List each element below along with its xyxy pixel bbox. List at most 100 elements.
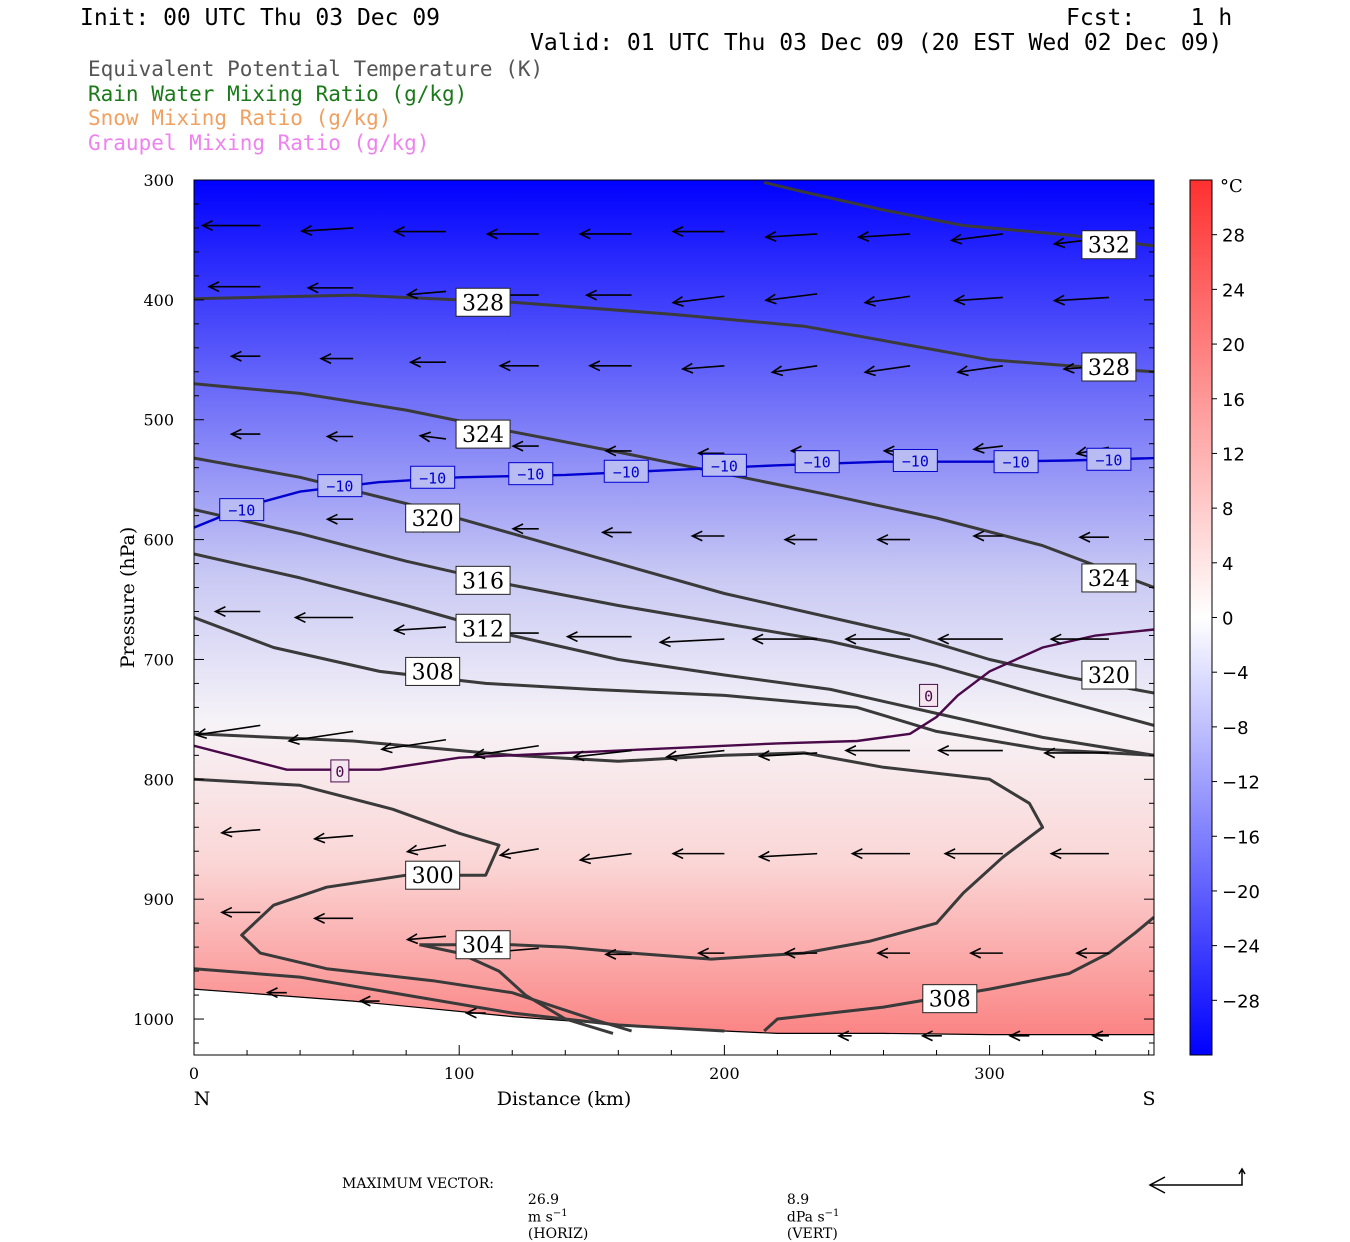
wind-vector-head bbox=[472, 748, 486, 760]
wind-vector bbox=[325, 431, 354, 443]
wind-vector-head bbox=[392, 624, 406, 636]
wind-vector bbox=[194, 724, 261, 740]
theta-e-label-box bbox=[1081, 352, 1137, 382]
wind-vector-head bbox=[312, 912, 325, 924]
wind-vector-head bbox=[956, 365, 969, 377]
isotherm-label-box bbox=[410, 465, 456, 489]
wind-vector-head bbox=[690, 530, 703, 542]
wind-vector-shaft bbox=[381, 738, 447, 751]
wind-vector bbox=[312, 912, 354, 924]
wind-vector-head bbox=[764, 231, 777, 243]
colorbar-tick-label: 12 bbox=[1222, 444, 1245, 465]
theta-e-label-box bbox=[922, 984, 978, 1014]
wind-vector-head bbox=[844, 745, 857, 757]
wind-vector-head bbox=[319, 353, 332, 365]
wind-vector-head bbox=[969, 947, 982, 959]
wind-vector bbox=[757, 850, 818, 862]
temperature-gradient bbox=[194, 180, 1154, 1055]
wind-vector bbox=[949, 233, 1003, 245]
theta-e-label: 320 bbox=[412, 507, 454, 532]
y-tick-label: 700 bbox=[143, 650, 174, 669]
wind-vector bbox=[863, 295, 911, 307]
wind-vector-head bbox=[937, 745, 950, 757]
x-tick-label: 100 bbox=[444, 1064, 475, 1083]
x-end-label-right: S bbox=[1142, 1088, 1155, 1110]
isotherm-label-box bbox=[919, 683, 939, 707]
wind-vector bbox=[783, 534, 818, 546]
wind-vector bbox=[920, 1030, 942, 1042]
wind-vector-head bbox=[876, 534, 889, 546]
wind-vector-head bbox=[604, 445, 617, 457]
theta-e-label-box bbox=[455, 287, 511, 317]
wind-vector bbox=[856, 231, 911, 243]
wind-vector-head bbox=[972, 442, 985, 454]
isotherm-label-box bbox=[508, 462, 554, 486]
wind-vector bbox=[572, 749, 632, 762]
wind-vector-head bbox=[1052, 294, 1065, 306]
colorbar-tick-label: 4 bbox=[1222, 554, 1233, 575]
theta-e-label: 328 bbox=[1088, 356, 1130, 381]
wind-vector-head bbox=[972, 530, 985, 542]
wind-vector-head bbox=[1062, 362, 1075, 374]
wind-vector bbox=[972, 530, 1003, 542]
wind-vector bbox=[300, 225, 354, 237]
wind-vector-head bbox=[943, 848, 956, 860]
wind-vector bbox=[578, 228, 632, 240]
legend-snow: Snow Mixing Ratio (g/kg) bbox=[88, 106, 392, 130]
isotherm-label-box bbox=[330, 759, 350, 783]
wind-vector-shaft bbox=[957, 364, 1003, 373]
colorbar-tick-label: −16 bbox=[1222, 827, 1260, 848]
wind-vector bbox=[511, 523, 539, 535]
wind-vector bbox=[604, 445, 632, 457]
wind-vector-head bbox=[1091, 1030, 1104, 1042]
wind-vector-head bbox=[757, 750, 771, 762]
wind-vector bbox=[837, 1030, 852, 1042]
y-axis-title: Pressure (hPa) bbox=[117, 527, 139, 669]
isotherm-label: −10 bbox=[419, 469, 446, 487]
wind-vector bbox=[319, 353, 354, 365]
wind-vector bbox=[498, 848, 539, 860]
colorbar-tick-label: −12 bbox=[1222, 773, 1260, 794]
wind-vector bbox=[306, 282, 354, 294]
wind-vector bbox=[229, 350, 261, 362]
wind-vector-head bbox=[1049, 848, 1062, 860]
wind-vector bbox=[680, 362, 725, 374]
wind-vector-shaft bbox=[759, 752, 818, 757]
wind-vector bbox=[325, 513, 354, 525]
cross-section-figure: 332 328 328 324 324 320 320 316 312 308 304 300 308 −… bbox=[117, 171, 1260, 1194]
wind-vector-shaft bbox=[865, 364, 911, 373]
reference-vector-shaft bbox=[1150, 1170, 1243, 1186]
wind-vector bbox=[876, 534, 911, 546]
wind-vector-head bbox=[850, 848, 863, 860]
wind-vector-head bbox=[565, 631, 578, 643]
wind-vector-head bbox=[1075, 947, 1088, 959]
colorbar-tick-label: −28 bbox=[1222, 991, 1260, 1012]
wind-vector-head bbox=[920, 1030, 933, 1042]
wind-vector bbox=[770, 364, 818, 377]
wind-vector-shaft bbox=[865, 295, 911, 304]
isotherm-0 bbox=[194, 628, 1154, 771]
wind-vector bbox=[863, 364, 911, 377]
wind-vector bbox=[584, 289, 632, 301]
theta-e-label: 300 bbox=[412, 864, 454, 889]
wind-vector-head bbox=[220, 826, 233, 838]
wind-vector-head bbox=[312, 832, 326, 844]
wind-vector-head bbox=[757, 850, 771, 862]
wind-vector bbox=[943, 848, 1003, 860]
wind-vector bbox=[405, 288, 447, 300]
wind-vector bbox=[671, 226, 725, 238]
wind-vector-shaft bbox=[858, 233, 911, 238]
wind-vector bbox=[937, 745, 1003, 757]
legend-graupel: Graupel Mixing Ratio (g/kg) bbox=[88, 131, 430, 155]
isotherm-label-box bbox=[993, 450, 1039, 474]
vert-exponent: −1 bbox=[824, 1208, 840, 1219]
wind-vector bbox=[604, 948, 632, 960]
wind-vector bbox=[405, 844, 447, 856]
wind-vector-head bbox=[300, 225, 313, 237]
isotherm-label: −10 bbox=[711, 457, 738, 475]
theta-e-contour-324 bbox=[194, 382, 1154, 589]
reference-vector-head bbox=[1148, 1176, 1166, 1194]
theta-e-label-box bbox=[455, 565, 511, 595]
isotherm-label: −10 bbox=[517, 466, 544, 484]
horiz-unit: m s bbox=[527, 1209, 553, 1226]
